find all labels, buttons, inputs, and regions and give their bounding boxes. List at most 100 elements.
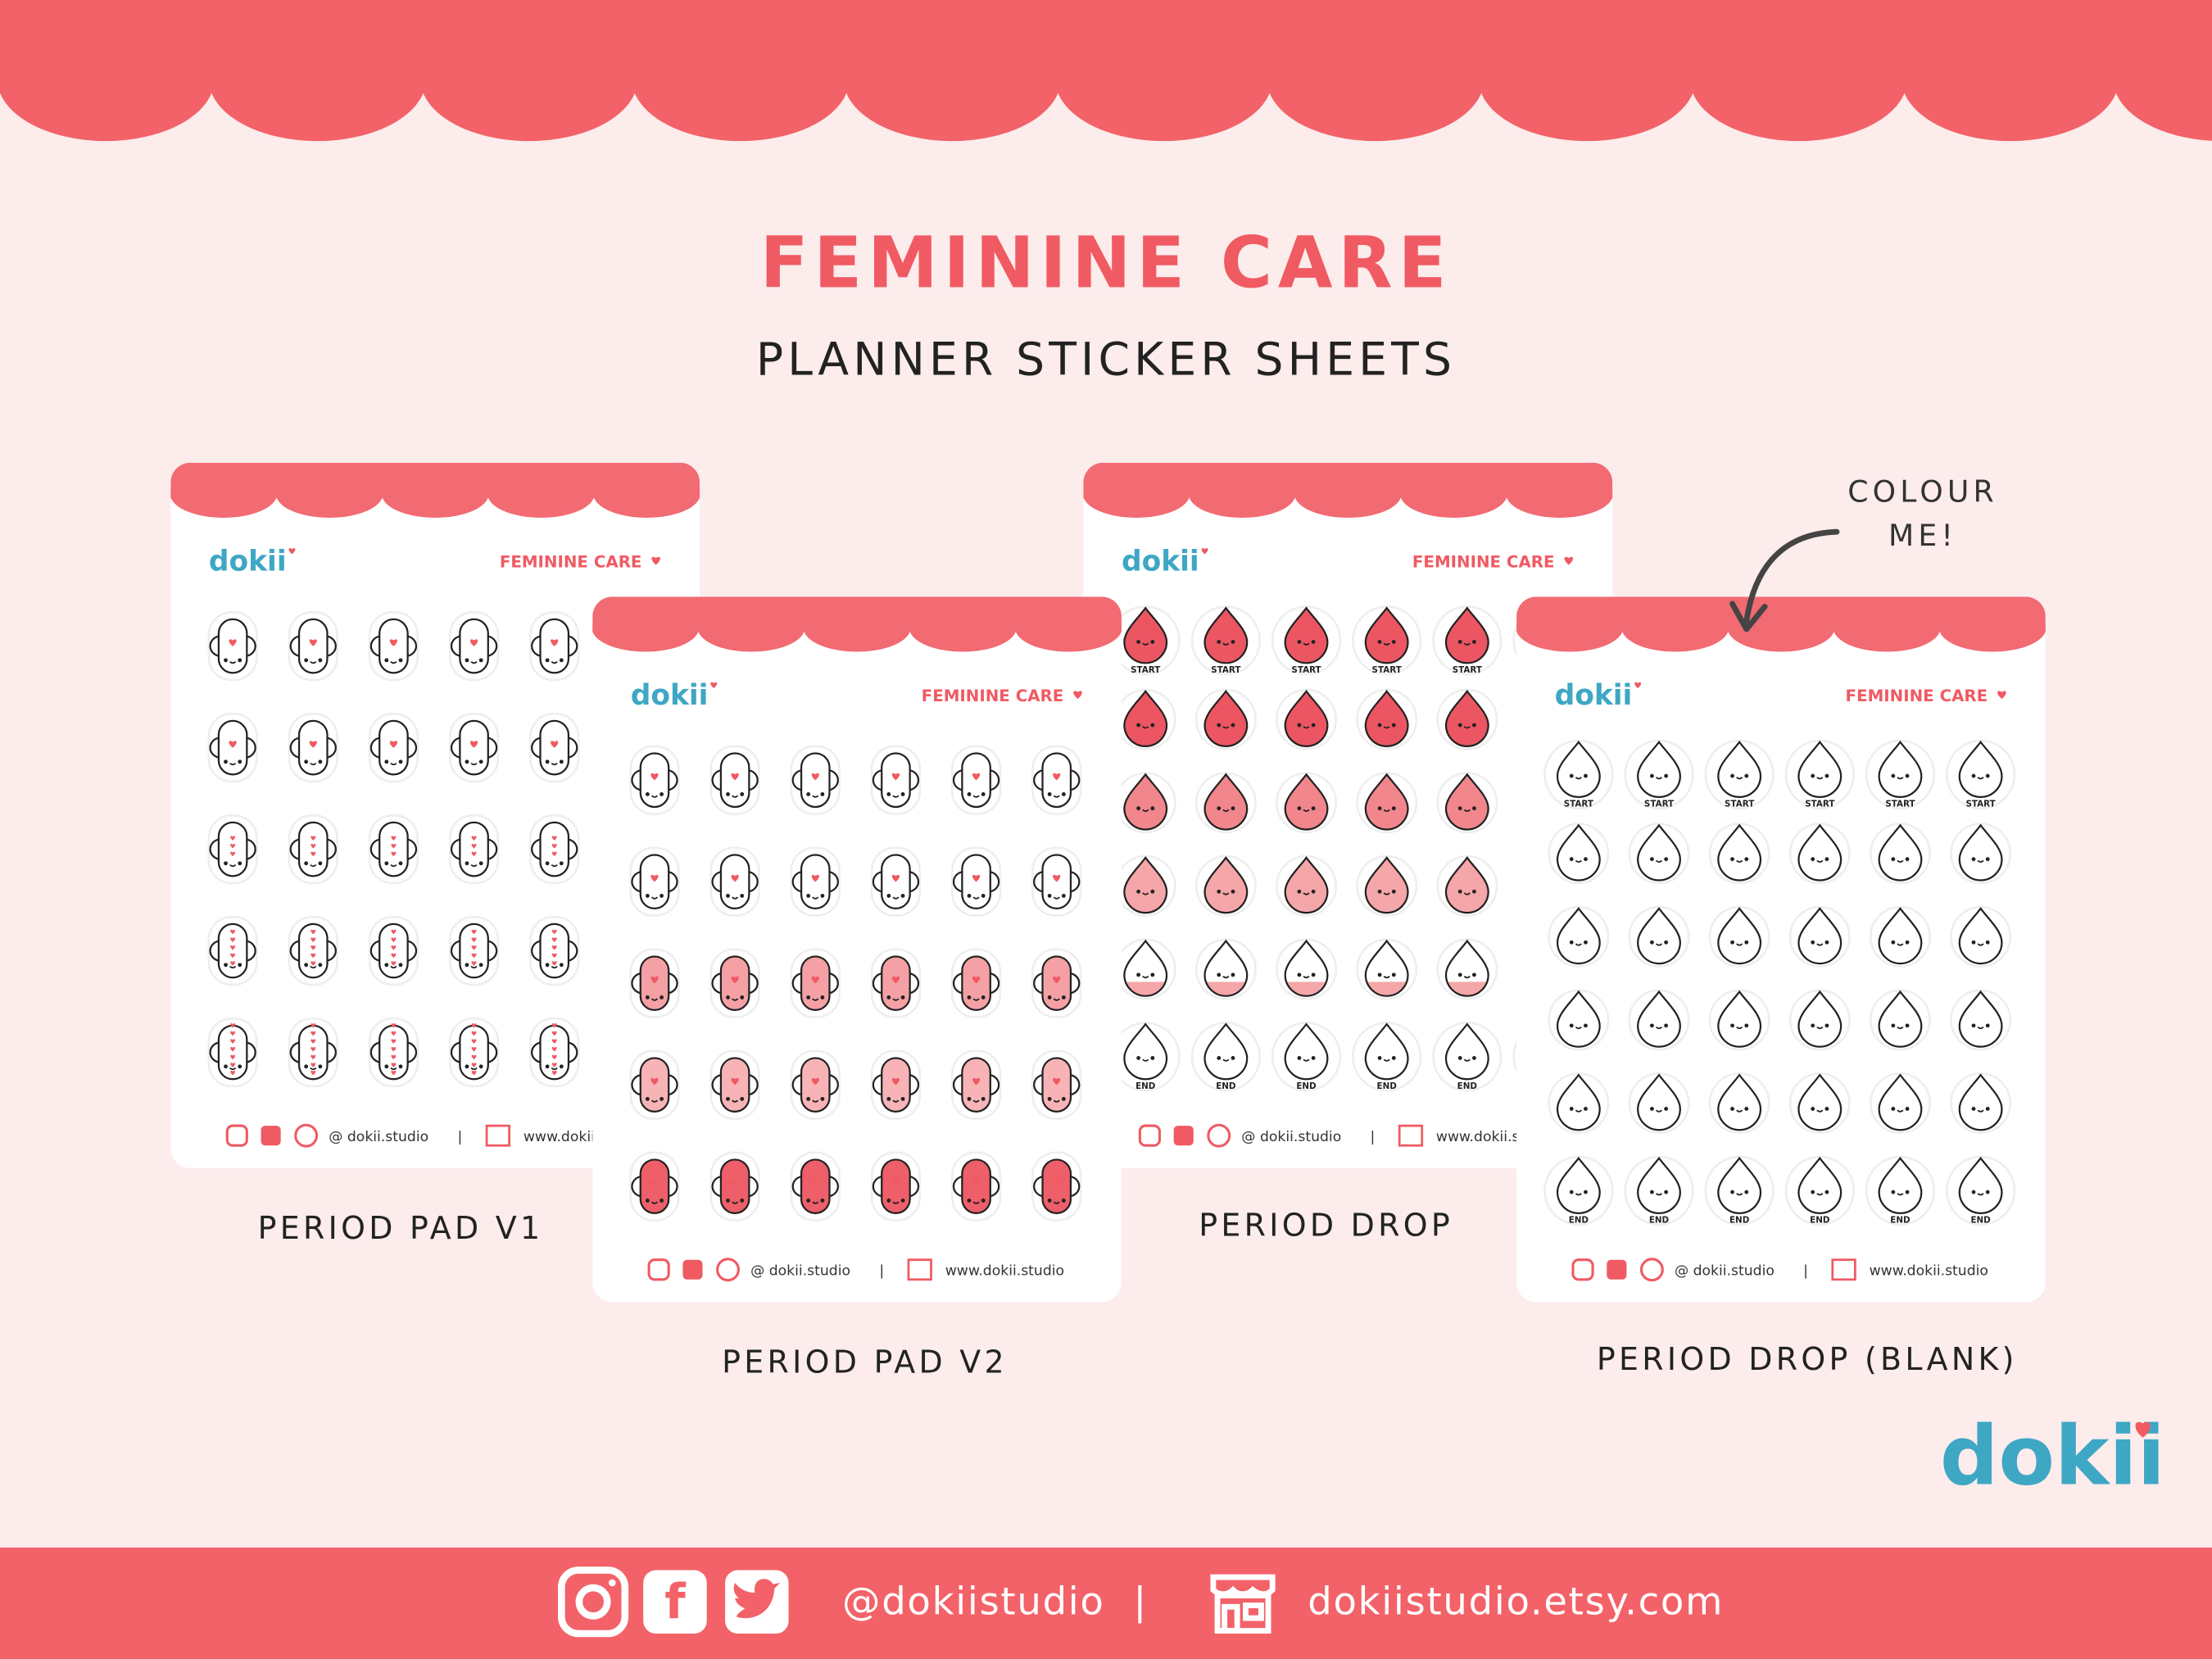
heart xyxy=(731,874,739,882)
mouth xyxy=(1303,726,1310,729)
eye xyxy=(478,658,483,663)
mouth xyxy=(229,1067,237,1071)
heart xyxy=(470,639,478,646)
sheet-separator: | xyxy=(1803,1262,1808,1279)
heart xyxy=(310,937,316,942)
heart xyxy=(391,1046,397,1052)
eye xyxy=(224,658,228,663)
mouth xyxy=(1303,892,1310,895)
facebook-icon xyxy=(1607,1259,1627,1280)
heart xyxy=(1053,1077,1061,1086)
mouth xyxy=(390,965,397,969)
eye xyxy=(1664,1107,1669,1111)
heart xyxy=(972,1179,981,1187)
wing xyxy=(531,940,541,962)
sheet-handle: @ dokii.studio xyxy=(1675,1262,1775,1279)
drop-outline xyxy=(1284,1022,1329,1081)
heart xyxy=(310,929,316,935)
mouth xyxy=(1736,777,1743,780)
eye xyxy=(660,1198,664,1203)
wing xyxy=(872,769,882,791)
drop-outline xyxy=(1637,907,1681,965)
wing xyxy=(829,871,839,893)
drop-outline xyxy=(1637,990,1681,1048)
heart xyxy=(731,976,739,984)
eye xyxy=(384,658,389,663)
sheet-separator: | xyxy=(457,1129,462,1145)
drop-outline xyxy=(1203,606,1249,664)
eye xyxy=(1584,773,1588,778)
pad-sticker xyxy=(368,814,419,885)
pad-sticker xyxy=(207,611,258,682)
heart xyxy=(1997,691,2006,700)
eye xyxy=(545,963,550,968)
drop-outline xyxy=(1717,907,1762,965)
eye xyxy=(1061,995,1066,999)
wing xyxy=(1070,871,1081,893)
heart xyxy=(471,844,477,849)
wing xyxy=(872,1074,882,1096)
pad-sticker xyxy=(368,713,419,783)
mouth xyxy=(812,998,819,1001)
heart xyxy=(891,976,900,984)
facebook-icon xyxy=(1173,1126,1194,1146)
drop-sticker xyxy=(1356,938,1418,1000)
heart xyxy=(309,741,317,748)
eye xyxy=(384,759,389,764)
pad-sticker xyxy=(368,915,419,986)
eye xyxy=(1231,640,1235,644)
eye xyxy=(559,759,564,764)
wing xyxy=(327,635,337,657)
eye xyxy=(318,658,323,663)
wing xyxy=(1033,972,1043,995)
eye xyxy=(1311,806,1316,811)
eye xyxy=(660,894,664,898)
wing xyxy=(487,635,498,657)
mouth xyxy=(1303,975,1310,979)
eye xyxy=(1136,640,1141,644)
heart xyxy=(230,961,236,966)
heart xyxy=(310,953,316,959)
pad-sticker xyxy=(709,846,760,917)
eye xyxy=(1971,1190,1976,1194)
drop-sticker xyxy=(1548,989,1610,1051)
eye xyxy=(645,894,650,898)
drop-sticker: END xyxy=(1110,1022,1181,1092)
drop-outline xyxy=(1364,689,1409,748)
scallop xyxy=(275,469,383,518)
eye xyxy=(1971,857,1976,862)
wing xyxy=(829,972,839,995)
pad-sticker xyxy=(709,1049,760,1120)
scallop xyxy=(592,603,700,652)
pad-sticker xyxy=(790,948,841,1018)
drop-outline xyxy=(1203,856,1249,914)
mouth xyxy=(1383,975,1390,979)
eye xyxy=(981,995,986,999)
sheet-footer: @ dokii.studio | www.dokii.studio xyxy=(647,1258,1064,1282)
mouth xyxy=(470,965,478,969)
eye xyxy=(1231,806,1235,811)
sheet-heading: FEMININE CARE xyxy=(1412,553,1555,572)
eye xyxy=(806,1096,811,1101)
drop-outline xyxy=(1444,856,1489,914)
sheet-caption: PERIOD DROP xyxy=(1199,1208,1453,1244)
eye xyxy=(1217,806,1222,811)
sticker-label: END xyxy=(1569,1215,1589,1225)
heart xyxy=(650,1179,659,1187)
drop-sticker xyxy=(1194,688,1257,750)
sticker-label: START xyxy=(1211,665,1240,675)
drop-sticker: START xyxy=(1865,739,1936,809)
eye xyxy=(886,792,891,796)
drop-outline xyxy=(1717,1073,1762,1131)
heart xyxy=(471,1023,477,1028)
heart xyxy=(310,1046,316,1052)
scallop xyxy=(208,16,427,142)
mouth xyxy=(1655,943,1663,946)
eye xyxy=(900,1096,905,1101)
pad-sticker xyxy=(951,846,1002,917)
pad-sticker xyxy=(449,814,500,885)
heart xyxy=(811,1077,819,1086)
svg-text:f: f xyxy=(664,1575,686,1630)
scallop xyxy=(1621,603,1729,652)
mouth xyxy=(1142,1058,1149,1062)
